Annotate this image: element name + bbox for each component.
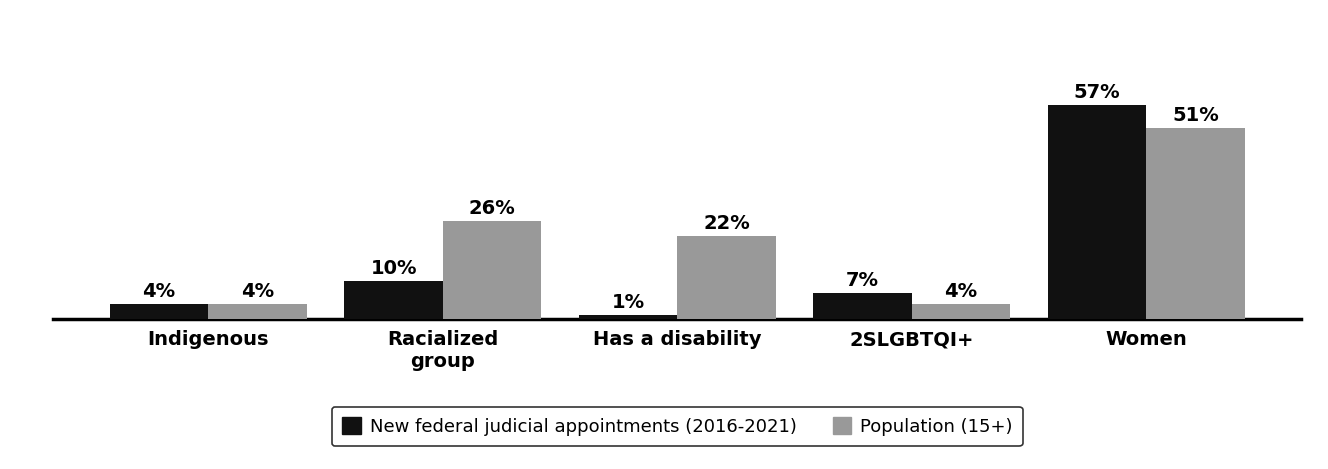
- Text: 4%: 4%: [142, 282, 175, 301]
- Text: 26%: 26%: [469, 199, 515, 219]
- Text: 57%: 57%: [1073, 83, 1121, 102]
- Bar: [579, 315, 677, 319]
- Text: 4%: 4%: [240, 282, 274, 301]
- Text: 51%: 51%: [1173, 106, 1219, 125]
- Legend: New federal judicial appointments (2016-2021), Population (15+): New federal judicial appointments (2016-…: [332, 407, 1023, 446]
- Text: 7%: 7%: [846, 271, 879, 290]
- Text: 10%: 10%: [371, 259, 417, 279]
- Bar: [813, 293, 912, 319]
- Bar: [208, 304, 307, 319]
- Bar: [344, 281, 442, 319]
- Text: 4%: 4%: [944, 282, 977, 301]
- Bar: [1048, 105, 1146, 319]
- Bar: [677, 236, 776, 319]
- Bar: [912, 304, 1011, 319]
- Bar: [1146, 128, 1244, 319]
- Text: 22%: 22%: [703, 214, 750, 234]
- Bar: [110, 304, 208, 319]
- Bar: [442, 221, 542, 319]
- Text: 1%: 1%: [611, 293, 644, 312]
